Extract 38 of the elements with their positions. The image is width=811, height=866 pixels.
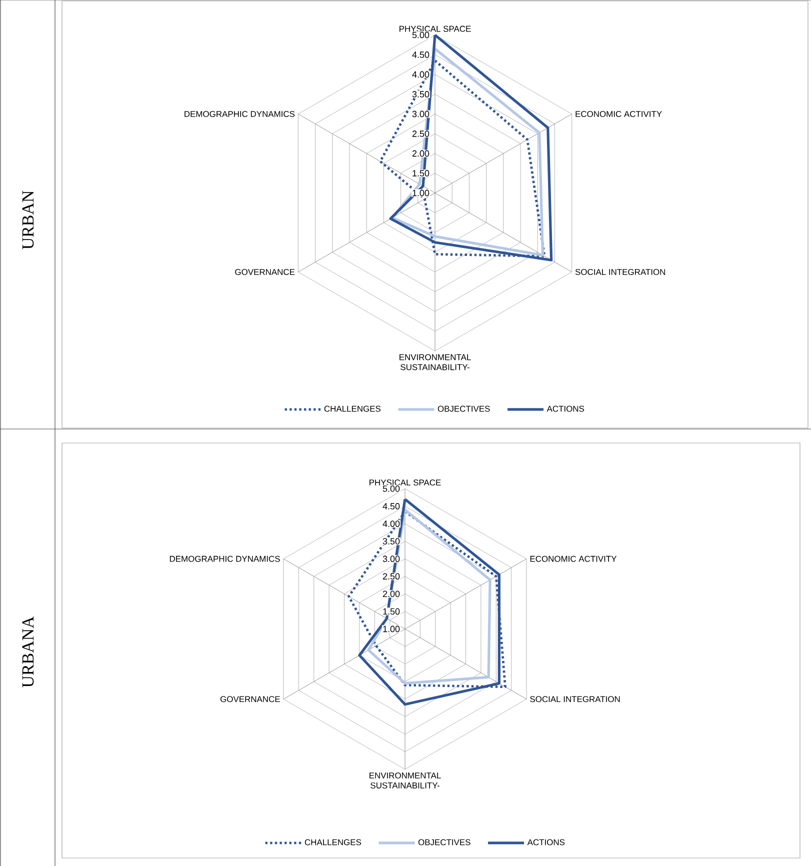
- spoke-label: ENVIRONMENTAL SUSTAINABILITY-: [400, 354, 471, 370]
- text: URBANA: [22, 616, 34, 688]
- y-tick-label: 4.50: [382, 503, 400, 510]
- legend-label: ACTIONS: [546, 406, 584, 412]
- text: URBAN: [22, 190, 34, 250]
- y-tick-label: 1.50: [412, 170, 430, 176]
- y-tick-label: 2.00: [412, 150, 430, 157]
- legend-label: CHALLENGES: [304, 839, 362, 846]
- spoke-label: PHYSICAL SPACE: [400, 26, 471, 32]
- spoke-label: GOVERNANCE: [235, 268, 295, 275]
- y-tick-label: 2.50: [382, 573, 400, 580]
- y-tick-label: 3.00: [412, 110, 430, 118]
- legend-label: OBJECTIVES: [418, 839, 470, 846]
- y-tick-label: 1.00: [412, 190, 430, 196]
- y-tick-label: 5.00: [382, 486, 400, 492]
- y-tick-label: 4.00: [382, 520, 400, 527]
- spoke-label: DEMOGRAPHIC DYNAMICS: [170, 556, 280, 562]
- spoke-label: ENVIRONMENTAL SUSTAINABILITY-: [370, 772, 441, 788]
- y-tick-label: 3.00: [382, 556, 400, 562]
- y-tick-label: 1.50: [383, 608, 400, 615]
- spoke-label: PHYSICAL SPACE: [370, 480, 441, 486]
- legend-label: ACTIONS: [527, 839, 565, 846]
- y-tick-label: 3.50: [412, 91, 430, 98]
- y-tick-label: 3.50: [382, 538, 400, 544]
- spoke-label: DEMOGRAPHIC DYNAMICS: [184, 110, 295, 117]
- spoke-label: SOCIAL INTEGRATION: [530, 696, 620, 702]
- y-tick-label: 1.00: [383, 626, 400, 632]
- y-tick-label: 4.50: [412, 52, 430, 58]
- spoke-label: ECONOMIC ACTIVITY: [576, 110, 662, 117]
- y-tick-label: 2.00: [382, 590, 400, 598]
- y-tick-label: 5.00: [412, 32, 430, 38]
- legend-label: CHALLENGES: [324, 406, 381, 412]
- spoke-label: ECONOMIC ACTIVITY: [530, 556, 617, 562]
- y-tick-label: 4.00: [412, 71, 430, 78]
- spoke-label: SOCIAL INTEGRATION: [575, 268, 666, 275]
- y-tick-label: 2.50: [412, 130, 430, 137]
- spoke-label: GOVERNANCE: [220, 696, 280, 702]
- legend-label: OBJECTIVES: [438, 406, 490, 412]
